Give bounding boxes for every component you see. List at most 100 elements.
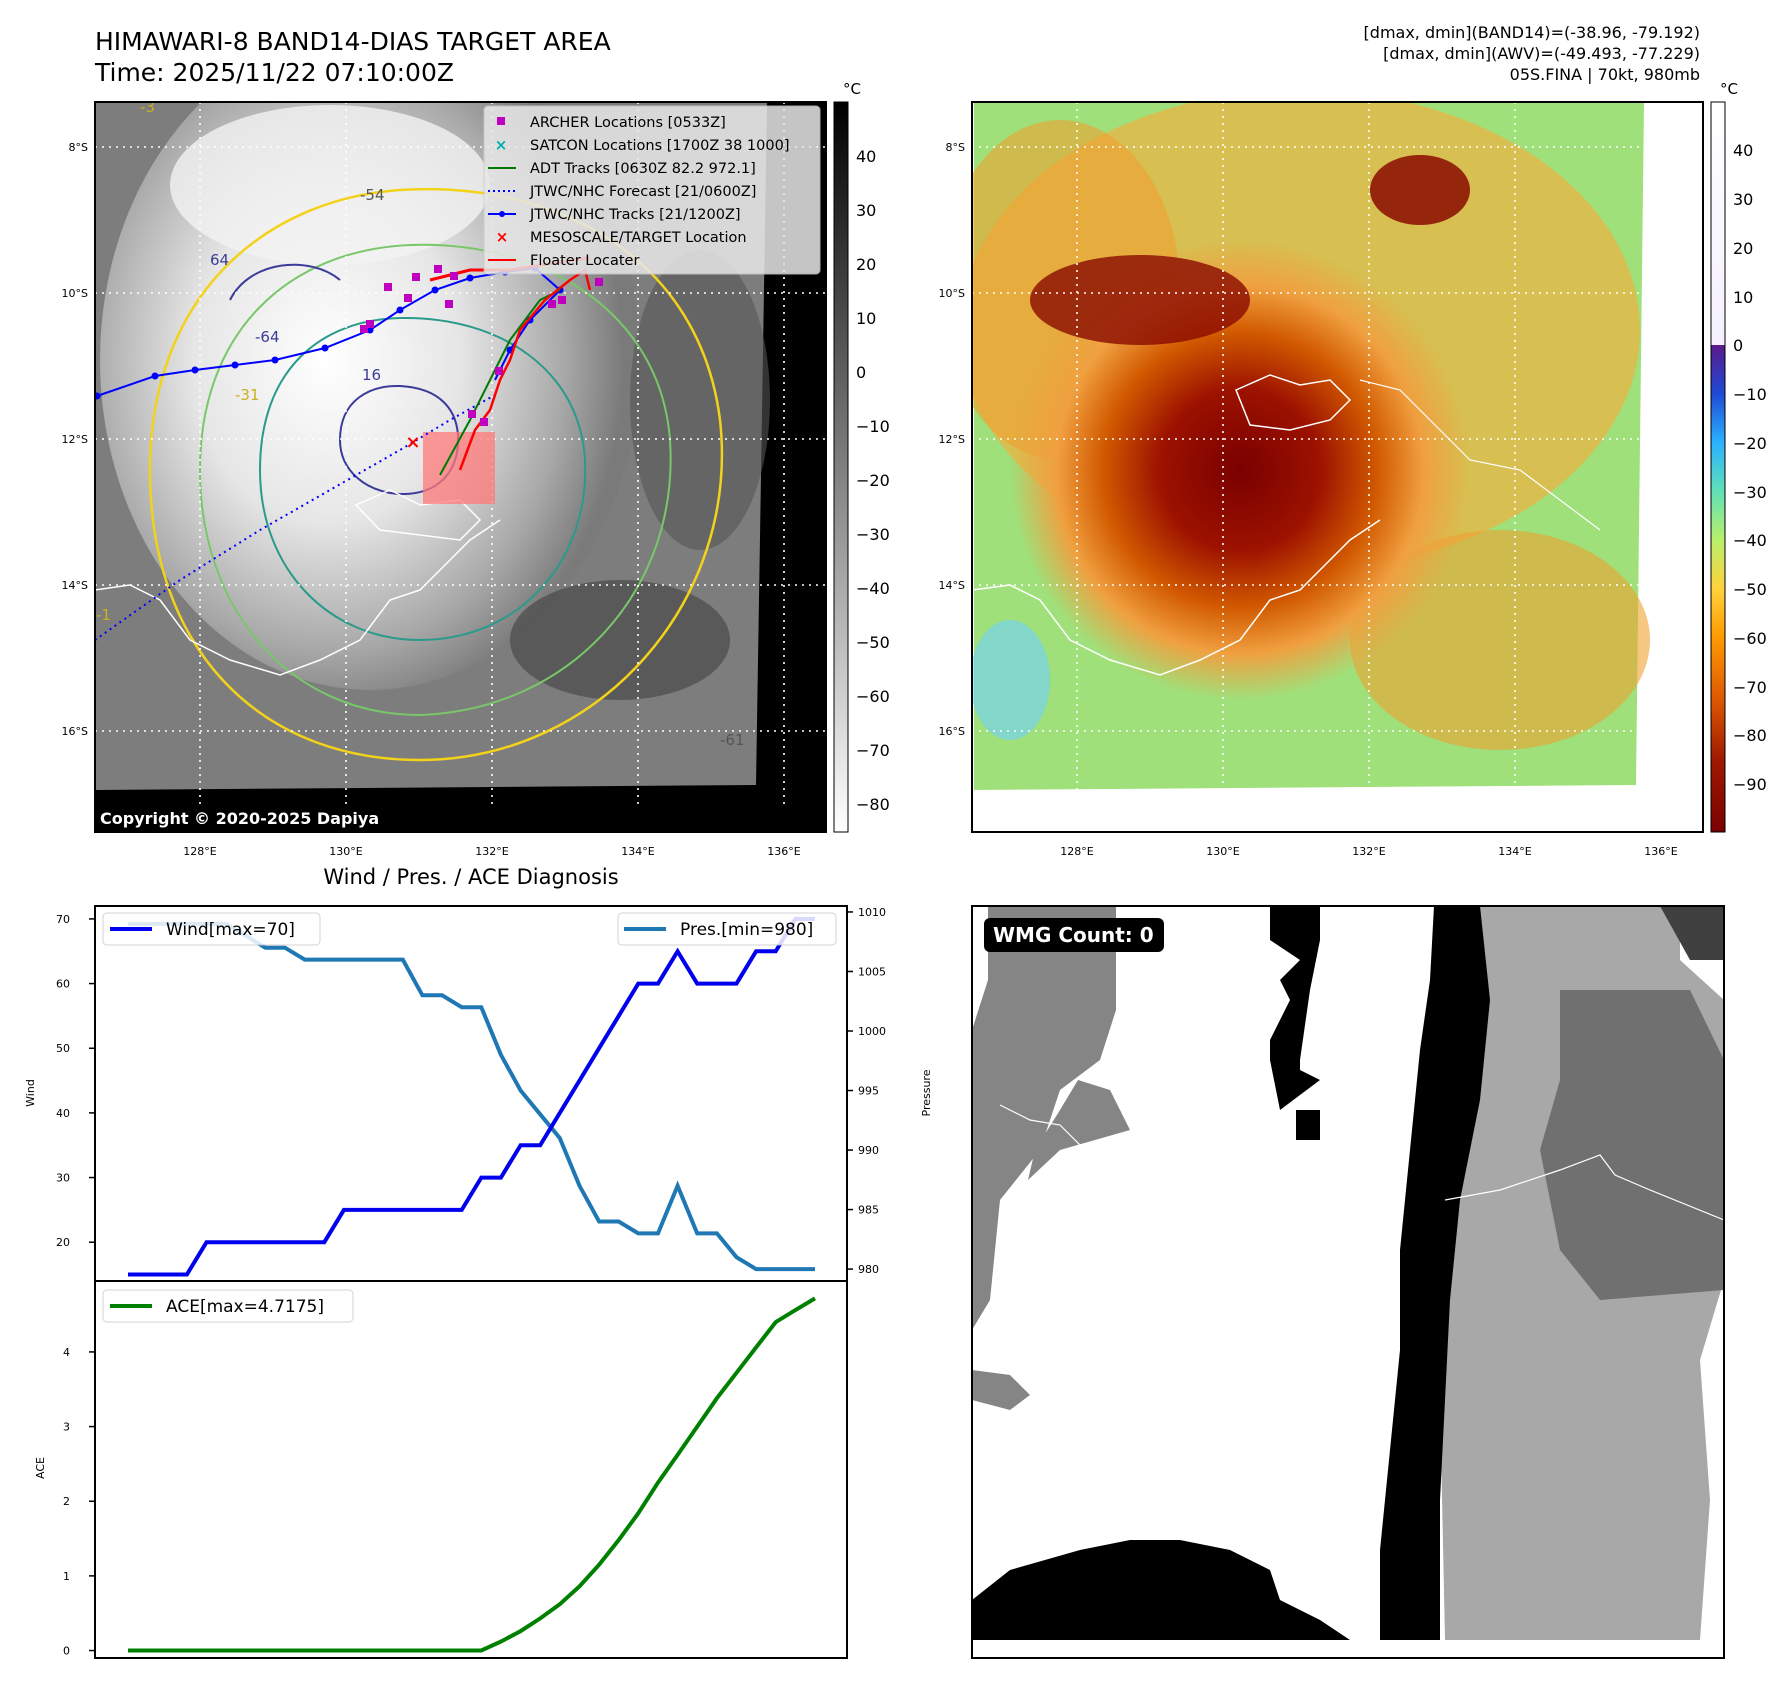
ir-target-marker: × (405, 432, 420, 453)
legend-floater: Floater Locater (530, 253, 639, 269)
awv-colorbar-tick: −70 (1733, 678, 1767, 697)
ir-legend-box (483, 105, 821, 275)
wind-legend-label: Wind[max=70] (166, 920, 295, 940)
awv-lat-label: 12°S (939, 433, 965, 446)
ir-colorbar-tick: −40 (856, 579, 890, 598)
ir-archer-points (360, 265, 603, 426)
ir-contour-cold-top (229, 263, 341, 301)
ir-contour-label: -64 (255, 328, 280, 346)
awv-border-line (1359, 379, 1601, 531)
ir-colorbar-tick: 10 (856, 309, 876, 328)
awv-colorbar-tick: −60 (1733, 629, 1767, 648)
ir-coastline (95, 519, 501, 676)
ir-contour-label: 64 (210, 251, 229, 269)
wind-axis-label: Wind (24, 1079, 37, 1107)
ace-tick-label: 0 (63, 1645, 70, 1658)
ir-contour-label: 16 (362, 366, 381, 384)
ir-contour-label: -31 (235, 386, 260, 404)
pressure-tick-label: 990 (858, 1144, 879, 1157)
ir-clear-patch (510, 580, 730, 700)
ir-colorbar-tick: −80 (856, 795, 890, 814)
ace-series-line (128, 1296, 817, 1653)
legend-satcon: SATCON Locations [1700Z 38 1000] (530, 138, 789, 154)
awv-lat-label: 8°S (946, 141, 965, 154)
ir-copyright: Copyright © 2020-2025 Dapiya (100, 809, 379, 828)
ace-legend-label: ACE[max=4.7175] (166, 1297, 324, 1317)
ir-island (354, 489, 482, 541)
awv-colorbar-unit: °C (1720, 80, 1738, 98)
ir-colorbar-unit: °C (843, 80, 861, 98)
awv-dry-slot-north (1030, 255, 1250, 345)
awv-colorbar-tick: −90 (1733, 775, 1767, 794)
ir-lon-label: 132°E (475, 845, 508, 858)
awv-colorbar-tick: 0 (1733, 336, 1743, 355)
figure-time: Time: 2025/11/22 07:10:00Z (94, 58, 454, 87)
wind-tick-label: 40 (56, 1107, 70, 1120)
ir-lon-label: 134°E (621, 845, 654, 858)
legend-jtwc-dot (499, 211, 505, 217)
wmg-black-north (1270, 906, 1320, 1110)
wind-series-line (128, 916, 815, 1277)
awv-coastline (972, 519, 1381, 676)
awv-dry-air-sw (972, 620, 1050, 740)
ir-colorbar-tick: −60 (856, 687, 890, 706)
ir-lat-label: 8°S (69, 141, 88, 154)
ir-lon-label: 128°E (183, 845, 216, 858)
wind-tick-label: 30 (56, 1172, 70, 1185)
pres-legend-label: Pres.[min=980] (680, 920, 813, 940)
wind-legend-box (102, 912, 321, 946)
awv-cold-cloud-ne (1370, 155, 1470, 225)
awv-island (1235, 374, 1352, 431)
awv-colorbar-tick: −10 (1733, 385, 1767, 404)
figure-title: HIMAWARI-8 BAND14-DIAS TARGET AREA (95, 27, 611, 56)
ir-colorbar-tick: −30 (856, 525, 890, 544)
legend-archer-marker (497, 117, 505, 125)
legend-forecast: JTWC/NHC Forecast [21/0600Z] (529, 184, 756, 200)
ir-contour-label: -1 (96, 606, 111, 624)
awv-colorbar-lower (1711, 345, 1725, 832)
ir-contour-label: -61 (720, 731, 745, 749)
wmg-darkest-corner (1660, 906, 1724, 960)
ir-lat-label: 12°S (62, 433, 88, 446)
ace-axes (94, 1280, 848, 1659)
ir-cloud-band-north (170, 105, 490, 265)
awv-lon-label: 132°E (1352, 845, 1385, 858)
wmg-black-speck (1296, 1110, 1320, 1140)
ir-jtwc-track (96, 266, 562, 397)
diagnosis-chart: Wind / Pres. / ACE Diagnosis Wind Pressu… (24, 865, 933, 1659)
pressure-tick-label: 1000 (858, 1025, 886, 1038)
info-band14-range: [dmax, dmin](BAND14)=(-38.96, -79.192) (1364, 23, 1700, 42)
awv-colorbar-tick: −80 (1733, 726, 1767, 745)
wmg-badge (984, 918, 1164, 952)
ir-map-frame (94, 101, 827, 833)
wmg-black-ridge (1380, 906, 1490, 1640)
awv-lon-label: 128°E (1060, 845, 1093, 858)
diagnosis-title: Wind / Pres. / ACE Diagnosis (323, 865, 618, 889)
wmg-panel: WMG Count: 0 (971, 905, 1725, 1659)
wind-tick-label: 50 (56, 1042, 70, 1055)
awv-lon-label: 136°E (1644, 845, 1677, 858)
ir-lon-label: 130°E (329, 845, 362, 858)
ace-axis-label: ACE (34, 1457, 47, 1479)
pressure-tick-label: 1010 (858, 906, 886, 919)
legend-target-marker: × (496, 228, 509, 246)
info-awv-range: [dmax, dmin](AWV)=(-49.493, -77.229) (1383, 44, 1700, 63)
awv-colorbar-tick: −40 (1733, 531, 1767, 550)
ir-lon-label: 136°E (767, 845, 800, 858)
ir-colorbar-tick: 0 (856, 363, 866, 382)
ir-contour-teal (258, 316, 587, 642)
awv-colorbar-tick: 20 (1733, 239, 1753, 258)
ir-colorbar-ticks: 40 30 20 10 0 −10 −20 −30 −40 −50 −60 −7… (856, 147, 890, 814)
ir-lat-label: 10°S (62, 287, 88, 300)
ir-colorbar-tick: −50 (856, 633, 890, 652)
ir-colorbar-tick: −70 (856, 741, 890, 760)
awv-lon-label: 134°E (1498, 845, 1531, 858)
pressure-tick-label: 980 (858, 1263, 879, 1276)
ir-target-box (423, 432, 495, 504)
legend-archer: ARCHER Locations [0533Z] (530, 115, 726, 131)
ir-panel: -54 64 16 -3 -31 -64 -1 -61 × (62, 80, 890, 858)
wmg-black-south (972, 1540, 1350, 1640)
wmg-gray-west-lobe (1028, 1080, 1130, 1180)
ace-tick-label: 2 (63, 1495, 70, 1508)
